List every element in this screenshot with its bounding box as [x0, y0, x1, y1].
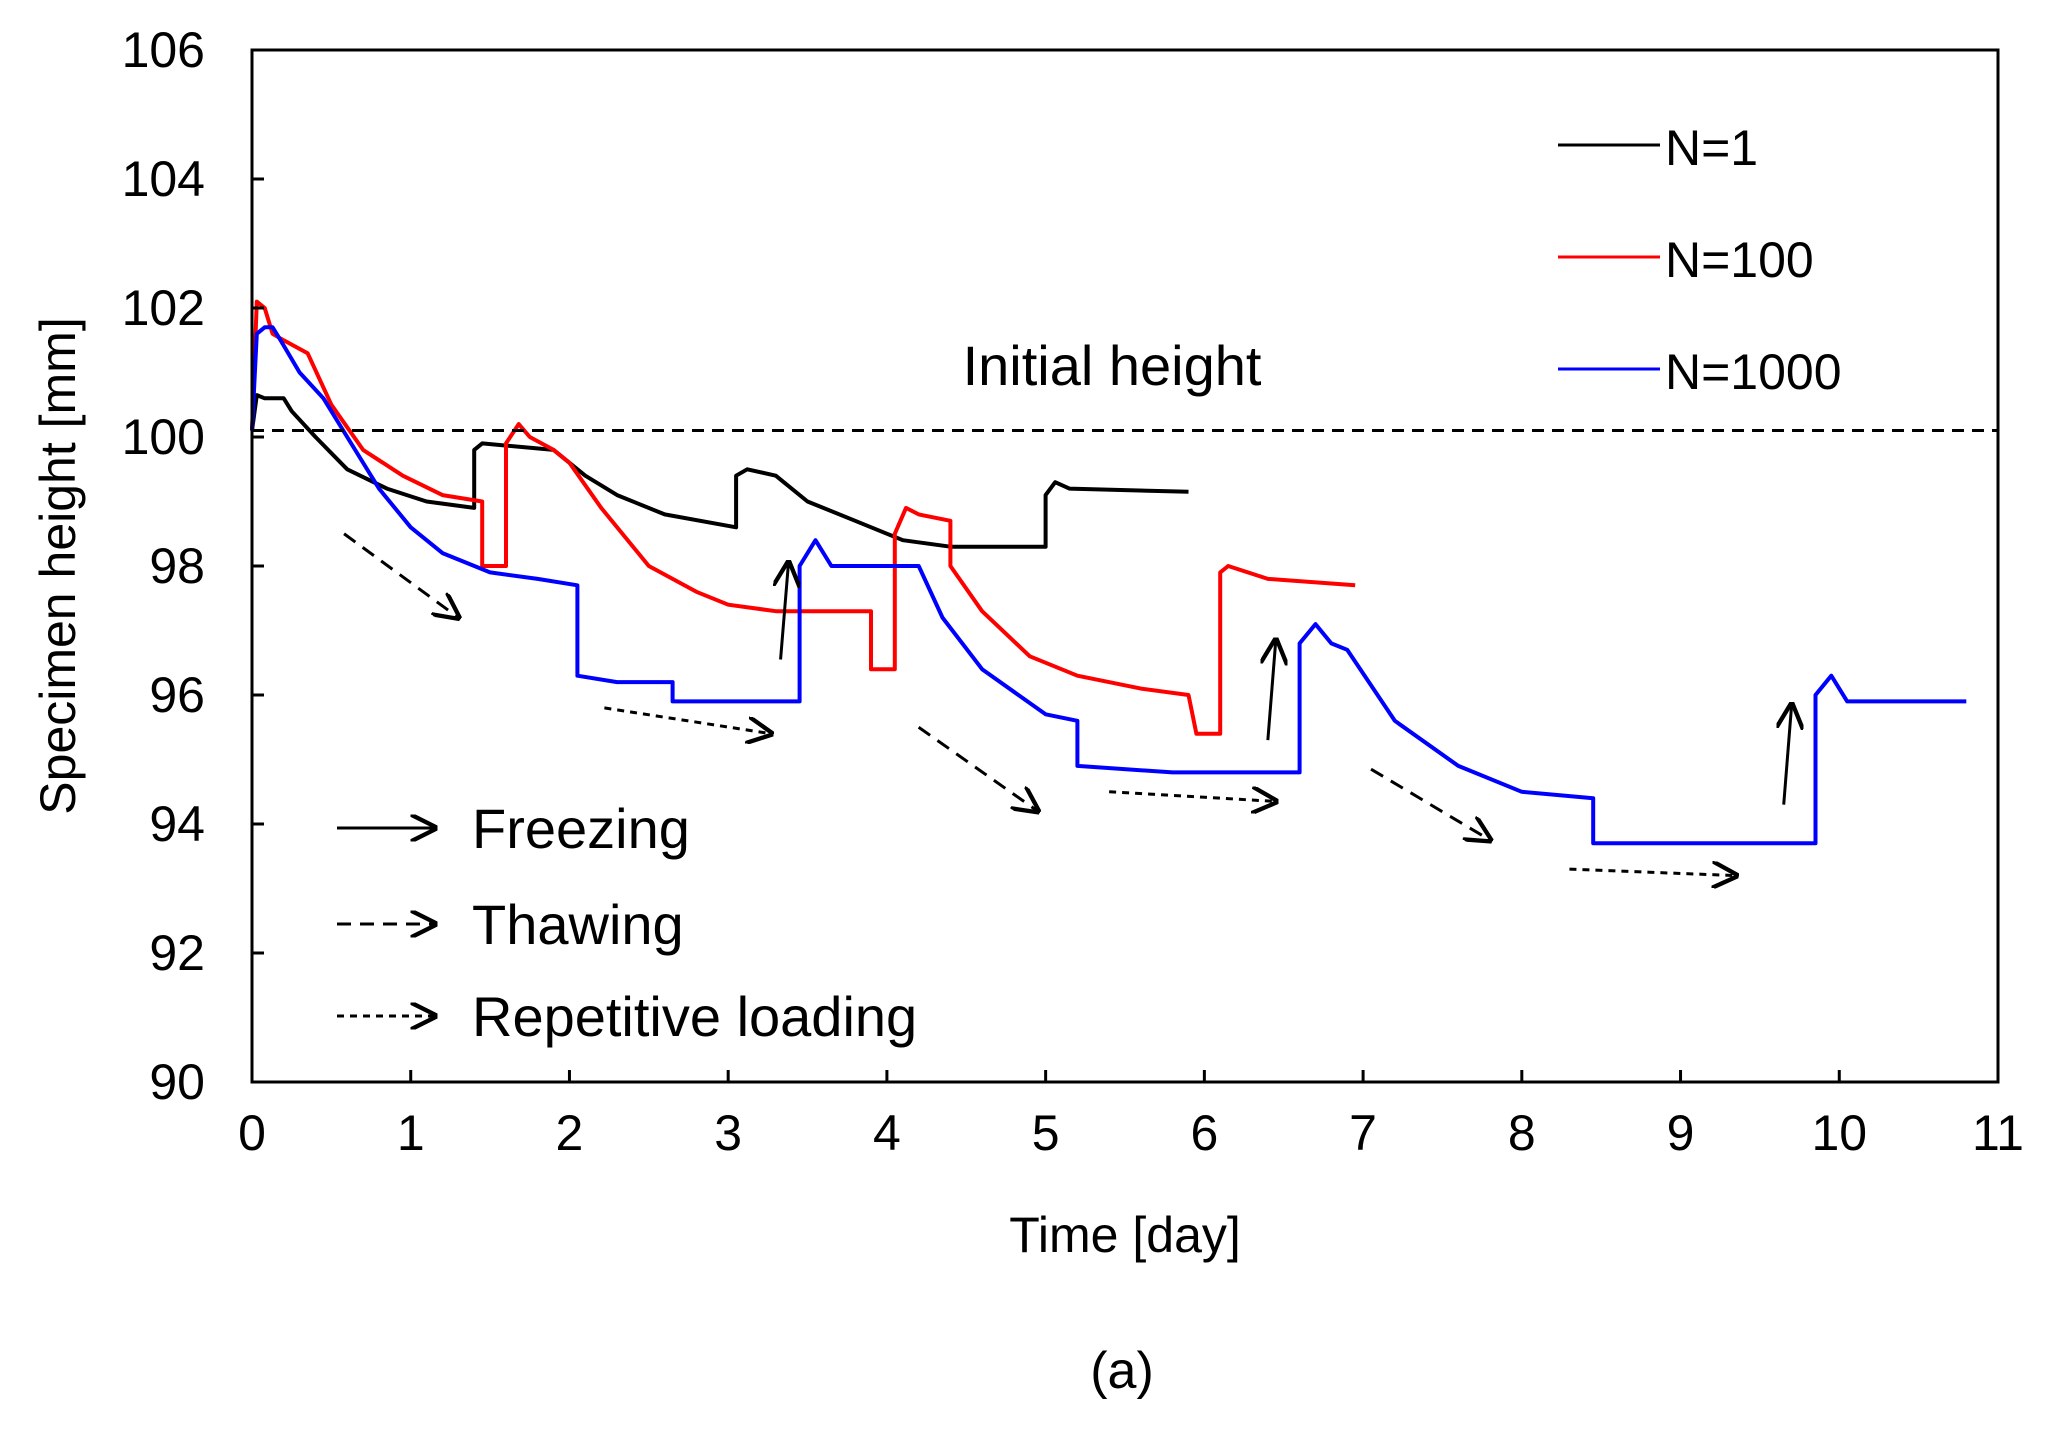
series-line-n1000: [250, 325, 1967, 846]
freezing-arrow: [781, 563, 789, 660]
thawing-arrow: [1370, 767, 1490, 840]
series-layer: [250, 299, 1967, 846]
freezing-arrow: [1268, 640, 1276, 741]
annotation-layer: [343, 532, 1792, 876]
y-tick-label: 92: [149, 925, 205, 981]
y-tick-label: 102: [122, 280, 205, 336]
legend-label-n100: N=100: [1665, 232, 1814, 288]
y-tick-label: 98: [149, 538, 205, 594]
x-tick-label: 10: [1811, 1105, 1867, 1161]
x-tick-label: 0: [238, 1105, 266, 1161]
loading-legend-label: Repetitive loading: [472, 985, 917, 1048]
loading-arrow: [1109, 792, 1276, 802]
legend: N=1 N=100 N=1000: [1558, 120, 1842, 400]
series-line-n100: [250, 299, 1356, 736]
y-tick-label: 106: [122, 22, 205, 78]
x-tick-label: 9: [1667, 1105, 1695, 1161]
series-line-n1: [250, 393, 1189, 549]
legend-label-n1: N=1: [1665, 120, 1758, 176]
y-tick-label: 96: [149, 667, 205, 723]
thawing-arrow: [917, 726, 1038, 811]
y-tick-label: 104: [122, 151, 205, 207]
x-axis-label: Time [day]: [1009, 1207, 1241, 1263]
ticks-layer: 0 1 2 3 4 5 6 7 8 9 10 11 90 92 94 96 98 100 102 104 106: [122, 22, 2024, 1161]
x-tick-label: 11: [1972, 1105, 2024, 1161]
x-tick-label: 1: [397, 1105, 425, 1161]
x-tick-label: 2: [556, 1105, 584, 1161]
x-tick-label: 7: [1349, 1105, 1377, 1161]
legend-label-n1000: N=1000: [1665, 344, 1842, 400]
initial-height-label: Initial height: [963, 334, 1262, 397]
freezing-legend-label: Freezing: [472, 797, 690, 860]
y-tick-label: 100: [122, 409, 205, 465]
loading-arrow: [1569, 869, 1736, 875]
y-tick-label: 94: [149, 796, 205, 852]
thawing-arrow: [343, 532, 458, 618]
figure-caption: (a): [1090, 1342, 1154, 1400]
x-tick-label: 5: [1032, 1105, 1060, 1161]
y-axis-label: Specimen height [mm]: [30, 317, 86, 814]
loading-arrow: [604, 706, 771, 734]
x-tick-label: 3: [714, 1105, 742, 1161]
thawing-legend-label: Thawing: [472, 893, 684, 956]
x-tick-label: 8: [1508, 1105, 1536, 1161]
y-tick-label: 90: [149, 1054, 205, 1110]
arrow-legend: Freezing Thawing Repetitive loading: [337, 797, 917, 1048]
freezing-arrow: [1784, 705, 1792, 805]
x-tick-label: 4: [873, 1105, 901, 1161]
x-tick-label: 6: [1190, 1105, 1218, 1161]
